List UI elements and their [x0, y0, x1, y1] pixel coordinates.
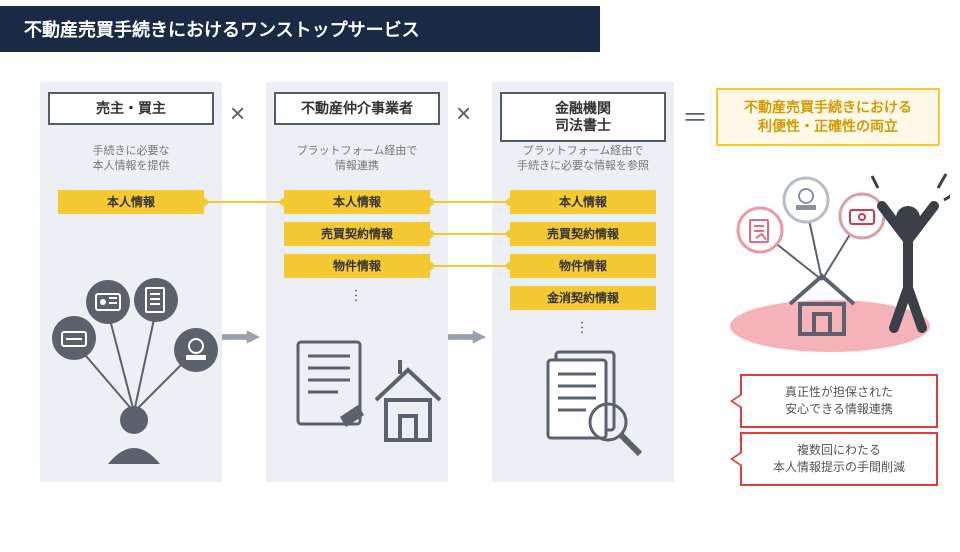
info-pill: 物件情報	[510, 254, 656, 278]
column-subtitle: プラットフォーム経由で 情報連携	[266, 144, 448, 174]
arrow-right-icon	[222, 330, 260, 344]
info-pill: 売買契約情報	[510, 222, 656, 246]
page-title: 不動産売買手続きにおけるワンストップサービス	[0, 6, 600, 52]
column-header-label: 金融機関 司法書士	[555, 100, 611, 133]
callout-authenticity: 真正性が担保された 安心できる情報連携	[740, 374, 938, 428]
info-pill: 金消契約情報	[510, 286, 656, 310]
diagram-stage: 売主・買主 手続きに必要な 本人情報を提供 本人情報 不動産仲介事業者 プラット…	[0, 82, 960, 552]
connector-line	[430, 265, 510, 267]
contract-house-icon	[280, 322, 450, 472]
info-pill: 本人情報	[58, 190, 204, 214]
operator-equals-icon: ＝	[682, 98, 708, 135]
column-subtitle: プラットフォーム経由で 手続きに必要な情報を参照	[492, 144, 674, 174]
vertical-ellipsis-icon: ︙	[492, 318, 674, 338]
connector-line	[430, 201, 510, 203]
info-pill: 物件情報	[284, 254, 430, 278]
person-docs-icon	[44, 242, 224, 472]
vertical-ellipsis-icon: ︙	[266, 286, 448, 306]
column-header: 売主・買主	[48, 92, 214, 125]
celebration-icon	[710, 148, 950, 358]
callout-reduce-effort: 複数回にわたる 本人情報提示の手間削減	[740, 432, 938, 486]
operator-times-icon: ×	[456, 98, 471, 129]
info-pill: 本人情報	[510, 190, 656, 214]
info-pill: 本人情報	[284, 190, 430, 214]
arrow-right-icon	[448, 330, 486, 344]
column-header: 不動産仲介事業者	[274, 92, 440, 125]
result-box: 不動産売買手続きにおける 利便性・正確性の両立	[716, 88, 940, 146]
column-header-label: 不動産仲介事業者	[301, 100, 413, 116]
column-header: 金融機関 司法書士	[500, 92, 666, 142]
connector-line	[204, 201, 284, 203]
info-pill: 売買契約情報	[284, 222, 430, 246]
connector-line	[430, 233, 510, 235]
doc-search-icon	[530, 340, 660, 470]
column-header-label: 売主・買主	[96, 100, 166, 116]
column-subtitle: 手続きに必要な 本人情報を提供	[40, 144, 222, 174]
operator-times-icon: ×	[230, 98, 245, 129]
